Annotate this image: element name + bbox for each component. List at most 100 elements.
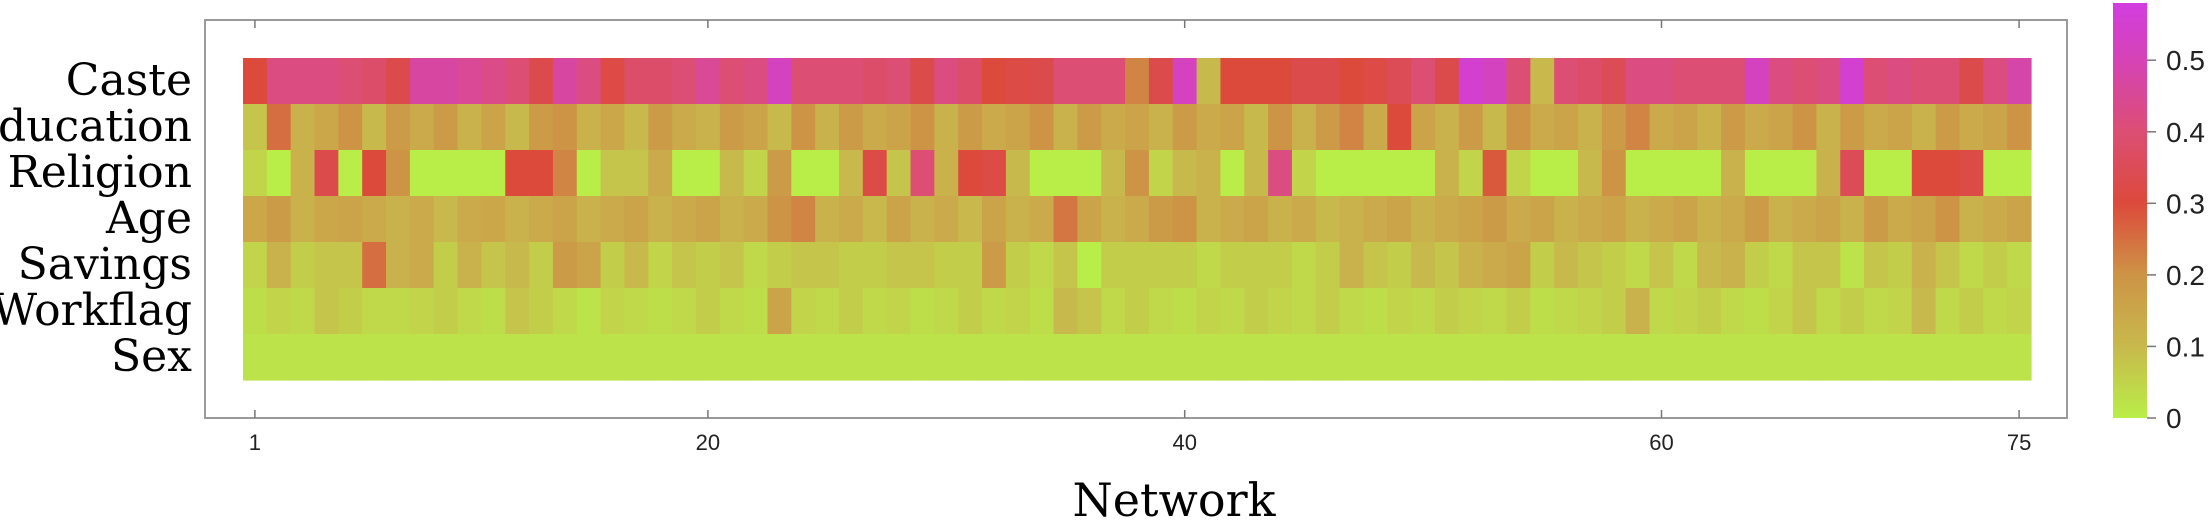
heatmap-cell [1673,104,1698,151]
x-axis-label: Network [1073,473,1277,525]
heatmap-cell [1363,58,1388,105]
heatmap-cell [1077,196,1102,243]
heatmap-cell [982,104,1007,151]
heatmap-cell [624,288,649,335]
heatmap-cell [982,242,1007,289]
heatmap-cell [433,104,459,151]
row-label: Sex [111,331,192,382]
heatmap-cell [1220,242,1245,289]
heatmap-cell [839,196,864,243]
heatmap-cell [362,242,387,289]
heatmap-cell [839,150,864,197]
heatmap-cell [1935,196,1961,243]
heatmap-cell [624,150,649,197]
heatmap-cell [290,58,316,105]
heatmap-cell [1554,242,1579,289]
row-label: Education [0,101,192,152]
heatmap-cell [1387,150,1412,197]
heatmap-cell [1601,196,1627,243]
heatmap-cell [1458,242,1484,289]
heatmap-cell [982,196,1007,243]
heatmap-cell [386,334,411,381]
heatmap-cell [2007,288,2032,335]
heatmap-cell [1458,334,1484,381]
heatmap-cell [1864,334,1889,381]
colorbar-tick-label: 0.3 [2166,188,2205,219]
heatmap-cell [529,334,554,381]
heatmap-cell [1506,104,1531,151]
heatmap-cell [1315,104,1341,151]
heatmap-cell [1339,334,1365,381]
heatmap-cell [1053,196,1078,243]
heatmap-cell [1482,104,1508,151]
heatmap-cell [409,242,435,289]
heatmap-cell [2007,196,2032,243]
heatmap-cell [1387,288,1412,335]
heatmap-cell [719,58,745,105]
heatmap-cell [1125,196,1150,243]
heatmap-cell [529,196,554,243]
heatmap-cell [338,288,363,335]
heatmap-cell [672,196,697,243]
heatmap-cell [386,288,411,335]
heatmap-cell [433,288,459,335]
heatmap-cell [1697,104,1722,151]
heatmap-cell [457,104,482,151]
heatmap-cell [1363,104,1388,151]
heatmap-cell [338,334,363,381]
heatmap-cell [266,196,292,243]
heatmap-cell [481,288,506,335]
heatmap-cell [457,242,482,289]
heatmap-cell [1625,196,1651,243]
heatmap-cell [1268,196,1293,243]
heatmap-cell [1125,288,1150,335]
heatmap-cell [243,242,268,289]
heatmap-cell [1101,242,1126,289]
heatmap-cell [338,104,363,151]
heatmap-cell [290,334,316,381]
heatmap-cell [1816,196,1841,243]
x-tick-label: 75 [2007,430,2031,455]
heatmap-cell [338,58,363,105]
heatmap-cell [552,288,578,335]
heatmap-cell [1911,288,1937,335]
heatmap-cell [481,242,506,289]
colorbar-gradient [2113,3,2147,418]
heatmap-cell [1911,242,1937,289]
heatmap-cell [1864,150,1889,197]
heatmap-cell [1959,104,1984,151]
heatmap-cell [1005,242,1031,289]
heatmap-cell [1506,58,1531,105]
heatmap-cell [457,58,482,105]
heatmap-cell [1744,288,1770,335]
heatmap-cell [1625,288,1651,335]
heatmap-cell [1816,58,1841,105]
heatmap-cell [1530,58,1555,105]
x-axis-ticks: 1 20 40 60 75 [249,20,2031,455]
heatmap-cell [457,288,482,335]
heatmap-cell [1721,104,1746,151]
heatmap-cell [386,104,411,151]
heatmap-cell [600,196,626,243]
heatmap-cell [1530,288,1555,335]
heatmap-cell [672,288,697,335]
heatmap-cell [409,58,435,105]
heatmap-cell [1125,334,1150,381]
heatmap-cell [1959,196,1984,243]
heatmap-cell [1601,104,1627,151]
heatmap-cell [290,196,316,243]
heatmap-cell [1125,58,1150,105]
heatmap-cell [1291,242,1317,289]
heatmap-cell [1077,288,1102,335]
heatmap-cell [505,104,530,151]
heatmap-cell [1840,150,1865,197]
heatmap-cell [886,288,912,335]
heatmap-cell [1554,334,1579,381]
heatmap-cell [1840,104,1865,151]
heatmap-cell [624,104,649,151]
heatmap-cell [1554,104,1579,151]
heatmap-cell [481,104,506,151]
heatmap-cell [1387,334,1412,381]
heatmap-cell [433,196,459,243]
heatmap-cell [552,196,578,243]
